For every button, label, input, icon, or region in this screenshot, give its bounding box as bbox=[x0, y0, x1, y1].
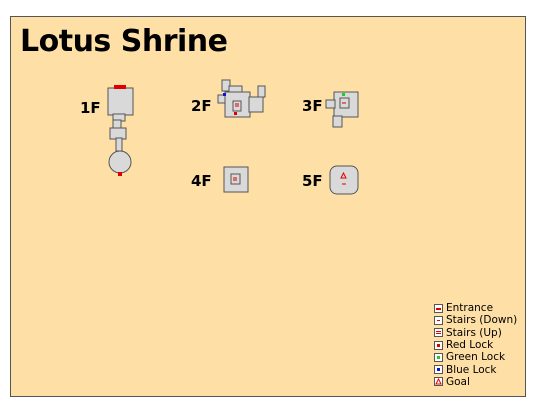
floor-2f-map bbox=[217, 79, 266, 118]
blue-lock-icon bbox=[434, 365, 443, 375]
legend-item-red-lock: Red Lock bbox=[434, 339, 517, 351]
goal-icon bbox=[434, 377, 443, 387]
legend-item-stairs-up: Stairs (Up) bbox=[434, 327, 517, 339]
goal-marker bbox=[340, 171, 347, 179]
room-1f-main bbox=[107, 87, 134, 116]
floor-label-3f: 3F bbox=[302, 97, 323, 115]
room-3f-main bbox=[333, 91, 359, 118]
blue-lock-2f bbox=[223, 93, 226, 96]
stairs-up-marker bbox=[114, 85, 126, 89]
floor-3f-map bbox=[325, 91, 359, 128]
stairs-3f-frame bbox=[339, 97, 350, 109]
floor-1f-map bbox=[107, 85, 134, 176]
legend-item-blue-lock: Blue Lock bbox=[434, 363, 517, 376]
stairs-4f-frame bbox=[230, 173, 241, 185]
room-1f-round bbox=[108, 150, 132, 174]
room-2f-main bbox=[224, 91, 251, 118]
green-lock-3f bbox=[342, 93, 345, 96]
legend: Entrance Stairs (Down) Stairs (Up) Red L… bbox=[434, 302, 517, 388]
room-2f-tower-right bbox=[257, 85, 266, 98]
corridor-1f-c bbox=[115, 137, 123, 152]
room-1f-junction bbox=[109, 127, 127, 140]
room-3f-left bbox=[325, 99, 336, 109]
green-lock-icon bbox=[434, 352, 443, 362]
stairs-2f-frame bbox=[232, 100, 242, 112]
stairs-down-icon bbox=[434, 315, 443, 325]
entrance-icon bbox=[434, 303, 443, 313]
room-2f-right bbox=[248, 96, 264, 113]
legend-item-entrance: Entrance bbox=[434, 302, 517, 314]
room-5f-main bbox=[329, 165, 359, 195]
legend-item-green-lock: Green Lock bbox=[434, 351, 517, 363]
legend-item-goal: Goal bbox=[434, 376, 517, 388]
floor-label-5f: 5F bbox=[302, 172, 323, 190]
floor-label-2f: 2F bbox=[191, 97, 212, 115]
red-lock-2f bbox=[234, 112, 237, 115]
map-title: Lotus Shrine bbox=[20, 24, 228, 59]
entrance-marker bbox=[118, 172, 122, 176]
floor-label-1f: 1F bbox=[80, 99, 101, 117]
floor-5f-map bbox=[329, 165, 359, 195]
legend-item-stairs-down: Stairs (Down) bbox=[434, 314, 517, 326]
stairs-up-icon bbox=[434, 328, 443, 338]
floor-4f-map bbox=[223, 166, 249, 193]
floor-label-4f: 4F bbox=[191, 172, 212, 190]
room-3f-lower bbox=[332, 115, 343, 128]
red-lock-icon bbox=[434, 340, 443, 350]
